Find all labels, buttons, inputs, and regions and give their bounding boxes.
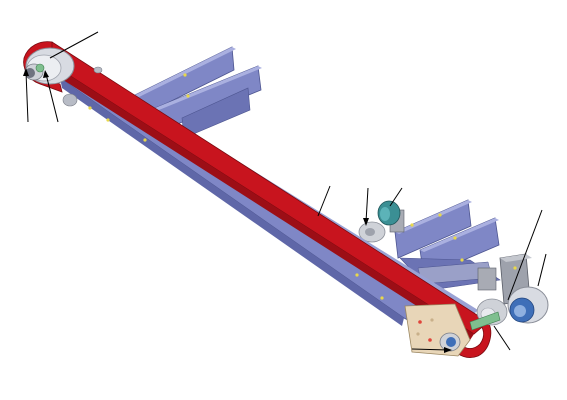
- frame-bolt: [380, 296, 384, 300]
- mid-idler-pulley-hub: [365, 228, 375, 236]
- bracket-bolt: [513, 266, 517, 270]
- head-side-boss-2: [93, 66, 103, 74]
- leader-line: [537, 253, 547, 287]
- head-pulley-assembly: [24, 47, 103, 107]
- head-green-bearing: [35, 63, 45, 73]
- upper-bracket-front-top: [150, 66, 262, 112]
- lower-bracket-rear-top: [395, 200, 472, 234]
- leader-lines: [23, 31, 547, 353]
- leader-arrowhead: [23, 68, 29, 76]
- tail-blue-bearing: [446, 337, 456, 347]
- lower-bracket-front-top: [420, 218, 499, 252]
- leader-arrowhead: [363, 218, 369, 226]
- leader-line: [45, 73, 59, 123]
- head-side-boss: [62, 93, 78, 107]
- leader-arrowhead: [43, 70, 49, 78]
- tail-end-plate: [404, 303, 471, 357]
- end-plate-bolt: [418, 320, 422, 324]
- drive-pulley-inner: [514, 305, 526, 317]
- lower-support-brackets: [394, 199, 501, 291]
- end-plate-bolt: [416, 332, 420, 336]
- leader-line: [389, 187, 403, 207]
- upper-bracket-rear-top: [135, 47, 236, 97]
- leader-line: [411, 348, 449, 351]
- leader-line: [25, 71, 29, 123]
- leader-line: [365, 187, 369, 223]
- end-plate-bolt: [430, 318, 434, 322]
- teal-idler-face: [380, 207, 390, 221]
- frame-bolt: [106, 118, 110, 122]
- bracket-bolt: [453, 236, 457, 240]
- drive-block: [477, 267, 497, 291]
- leader-line: [507, 209, 543, 301]
- mid-idler-assembly: [358, 200, 414, 243]
- bracket-bolt: [460, 258, 464, 262]
- drive-unit: [469, 253, 549, 331]
- bracket-bolt: [438, 213, 442, 217]
- belt-side-shade: [32, 54, 474, 340]
- bracket-bolt: [183, 73, 187, 77]
- upper-support-brackets: [134, 46, 262, 139]
- motor-bracket-top: [500, 254, 532, 262]
- leader-arrowhead: [444, 347, 452, 353]
- leader-line: [493, 325, 511, 351]
- drive-green-shaft: [469, 311, 501, 331]
- frame-bolt: [355, 273, 359, 277]
- end-plate-bolt: [428, 338, 432, 342]
- bracket-bolt: [186, 94, 190, 98]
- bracket-bolt: [410, 223, 414, 227]
- belt-top-run: [35, 41, 489, 335]
- leader-line: [317, 185, 331, 217]
- frame-bolt: [143, 138, 147, 142]
- leader-line: [49, 31, 99, 59]
- frame-bolt: [88, 106, 92, 110]
